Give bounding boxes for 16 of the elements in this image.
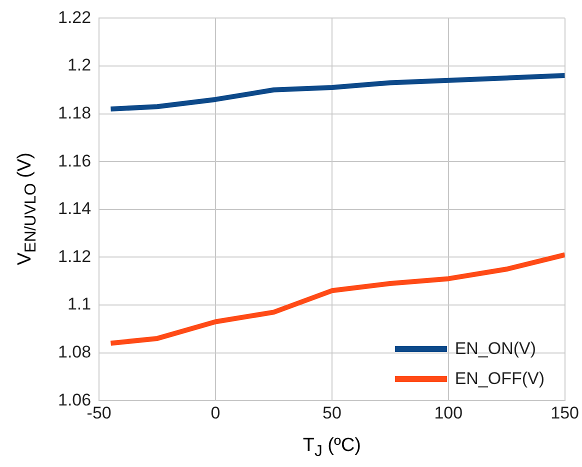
y-tick-label: 1.12 xyxy=(58,246,92,266)
x-tick-label: 0 xyxy=(210,403,220,422)
x-tick-label: 50 xyxy=(322,403,342,422)
y-tick-label: 1.18 xyxy=(58,103,92,122)
y-tick-label: 1.06 xyxy=(58,390,92,410)
y-tick-label: 1.22 xyxy=(58,8,92,27)
y-tick-label: 1.1 xyxy=(67,294,92,314)
x-axis-title: T$_{J}$ (ºC) xyxy=(302,434,362,460)
x-tick-label: 100 xyxy=(434,403,463,422)
y-tick-label: 1.2 xyxy=(67,56,92,75)
y-tick-label: 1.14 xyxy=(58,199,92,218)
legend-label: EN_ON(V) xyxy=(454,338,536,359)
legend-label: EN_OFF(V) xyxy=(454,368,545,389)
x-tick-label: 150 xyxy=(550,403,580,422)
y-tick-label: 1.08 xyxy=(58,342,92,362)
y-tick-label: 1.16 xyxy=(58,151,92,170)
